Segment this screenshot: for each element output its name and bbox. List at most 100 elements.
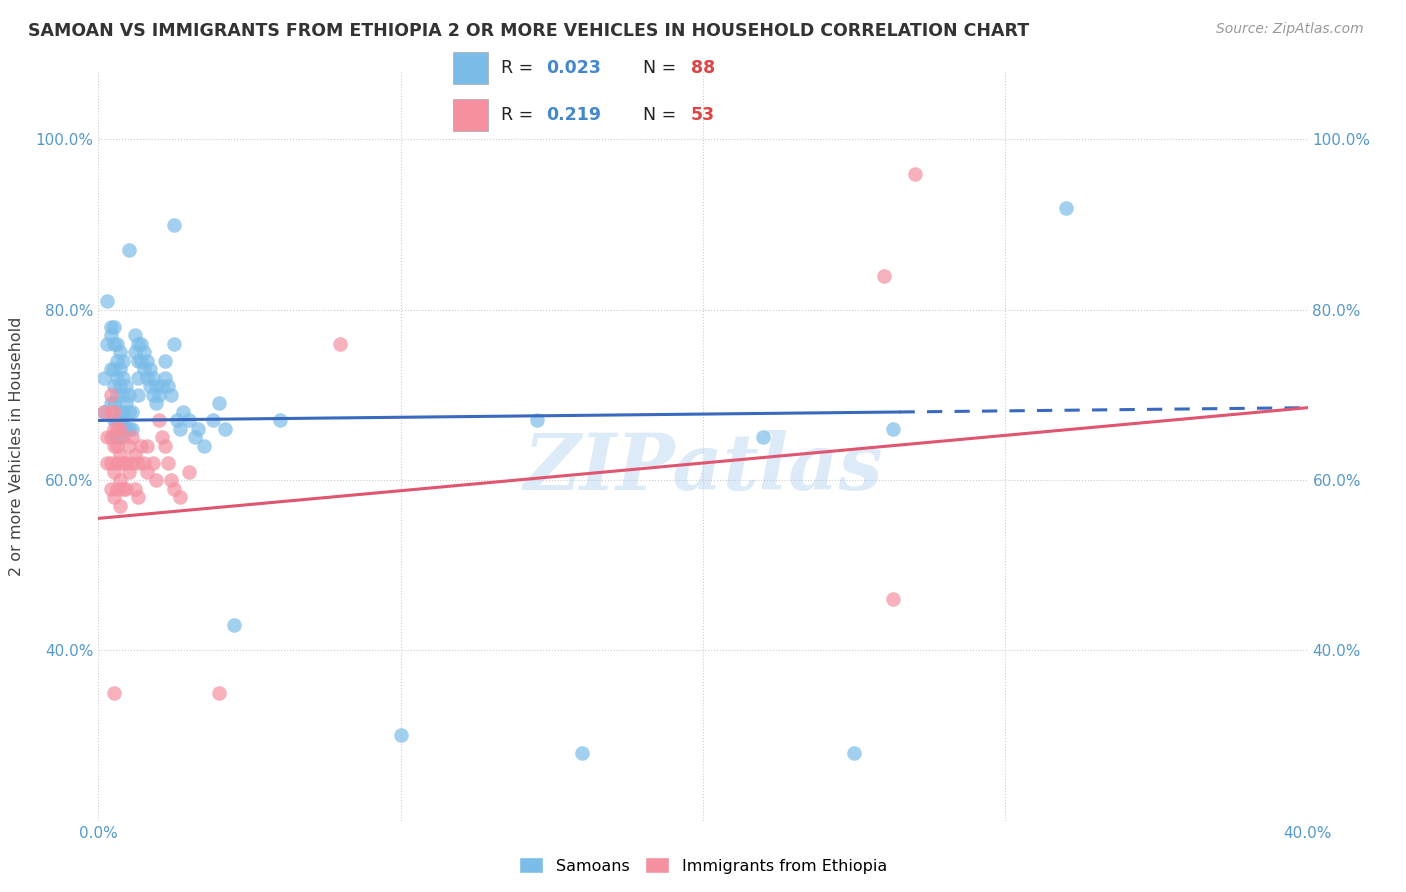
Point xyxy=(108,473,131,487)
Point xyxy=(135,354,157,368)
Point xyxy=(105,422,128,436)
Point xyxy=(93,405,115,419)
Point xyxy=(100,405,122,419)
Point xyxy=(103,465,125,479)
Point xyxy=(571,746,593,760)
Point xyxy=(118,422,141,436)
Point xyxy=(163,482,186,496)
Point xyxy=(105,336,128,351)
Text: 0.023: 0.023 xyxy=(546,59,602,77)
Point xyxy=(142,456,165,470)
Point xyxy=(103,430,125,444)
Point xyxy=(150,430,173,444)
Point xyxy=(111,354,134,368)
Point xyxy=(179,413,201,427)
Point xyxy=(111,413,134,427)
Point xyxy=(202,413,225,427)
Point xyxy=(108,499,131,513)
Point xyxy=(96,294,118,309)
Point xyxy=(389,729,412,743)
Text: N =: N = xyxy=(643,59,682,77)
Point xyxy=(132,345,155,359)
Text: 53: 53 xyxy=(690,106,716,124)
Point xyxy=(118,439,141,453)
Point xyxy=(111,405,134,419)
Point xyxy=(103,422,125,436)
Point xyxy=(100,388,122,402)
Point xyxy=(111,482,134,496)
Point xyxy=(124,328,146,343)
Point xyxy=(100,396,122,410)
Point xyxy=(1054,201,1077,215)
Point xyxy=(127,388,149,402)
Point xyxy=(100,482,122,496)
Point xyxy=(111,371,134,385)
Point xyxy=(118,388,141,402)
FancyBboxPatch shape xyxy=(453,99,488,131)
Point xyxy=(103,319,125,334)
Point xyxy=(752,430,775,444)
Point xyxy=(156,379,179,393)
Point xyxy=(129,336,152,351)
Point xyxy=(153,371,176,385)
Point xyxy=(114,482,136,496)
Point xyxy=(103,379,125,393)
Point xyxy=(156,456,179,470)
Point xyxy=(124,345,146,359)
Point xyxy=(103,686,125,700)
Point xyxy=(105,388,128,402)
Point xyxy=(118,243,141,257)
Point xyxy=(169,422,191,436)
Point xyxy=(111,456,134,470)
Point xyxy=(108,413,131,427)
Point xyxy=(105,456,128,470)
Point xyxy=(108,405,131,419)
Point xyxy=(129,354,152,368)
Point xyxy=(208,686,231,700)
Point xyxy=(139,362,162,376)
Point xyxy=(111,430,134,444)
Point xyxy=(166,413,188,427)
Point xyxy=(187,422,209,436)
Point xyxy=(121,456,143,470)
Y-axis label: 2 or more Vehicles in Household: 2 or more Vehicles in Household xyxy=(10,317,24,575)
Point xyxy=(127,456,149,470)
Point xyxy=(96,430,118,444)
Point xyxy=(145,379,167,393)
Point xyxy=(93,405,115,419)
Point xyxy=(150,379,173,393)
Point xyxy=(873,268,896,283)
Point xyxy=(108,430,131,444)
Point xyxy=(105,482,128,496)
Point xyxy=(132,362,155,376)
Point xyxy=(127,490,149,504)
Point xyxy=(179,465,201,479)
Point xyxy=(526,413,548,427)
Point xyxy=(111,388,134,402)
Point xyxy=(172,405,194,419)
Point xyxy=(214,422,236,436)
Point xyxy=(124,448,146,462)
Point xyxy=(103,405,125,419)
FancyBboxPatch shape xyxy=(453,52,488,84)
Point xyxy=(103,362,125,376)
Point xyxy=(114,456,136,470)
Text: R =: R = xyxy=(502,59,538,77)
Point xyxy=(160,473,183,487)
Text: 88: 88 xyxy=(690,59,716,77)
Point xyxy=(127,336,149,351)
Point xyxy=(135,371,157,385)
Point xyxy=(153,354,176,368)
Point xyxy=(121,422,143,436)
Text: Source: ZipAtlas.com: Source: ZipAtlas.com xyxy=(1216,22,1364,37)
Point xyxy=(153,439,176,453)
Point xyxy=(135,465,157,479)
Point xyxy=(105,354,128,368)
Point xyxy=(148,413,170,427)
Point xyxy=(127,354,149,368)
Point xyxy=(93,371,115,385)
Text: R =: R = xyxy=(502,106,538,124)
Point xyxy=(103,413,125,427)
Point xyxy=(129,439,152,453)
Point xyxy=(882,422,904,436)
